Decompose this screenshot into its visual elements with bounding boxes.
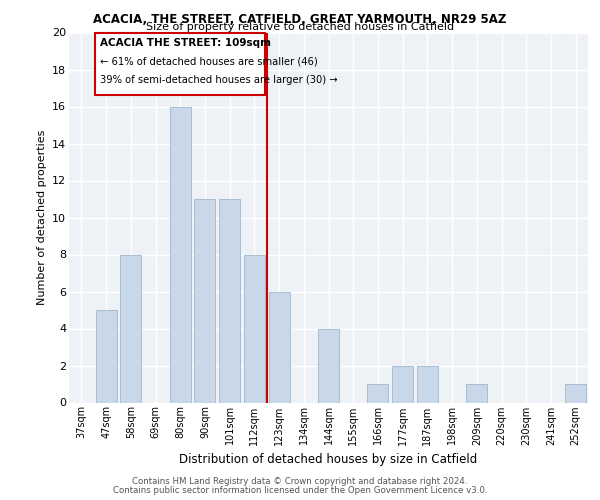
Text: ACACIA, THE STREET, CATFIELD, GREAT YARMOUTH, NR29 5AZ: ACACIA, THE STREET, CATFIELD, GREAT YARM… xyxy=(94,13,506,26)
Bar xyxy=(392,366,413,403)
Bar xyxy=(417,366,438,403)
Bar xyxy=(244,254,265,402)
Bar xyxy=(170,106,191,403)
Bar xyxy=(95,310,116,402)
Text: Contains public sector information licensed under the Open Government Licence v3: Contains public sector information licen… xyxy=(113,486,487,495)
Bar xyxy=(269,292,290,403)
Bar xyxy=(318,328,339,402)
Text: 39% of semi-detached houses are larger (30) →: 39% of semi-detached houses are larger (… xyxy=(100,75,338,85)
FancyBboxPatch shape xyxy=(95,32,265,96)
Bar xyxy=(565,384,586,402)
Text: Size of property relative to detached houses in Catfield: Size of property relative to detached ho… xyxy=(146,22,454,32)
X-axis label: Distribution of detached houses by size in Catfield: Distribution of detached houses by size … xyxy=(179,453,478,466)
Bar xyxy=(120,254,141,402)
Y-axis label: Number of detached properties: Number of detached properties xyxy=(37,130,47,305)
Bar xyxy=(367,384,388,402)
Bar xyxy=(194,199,215,402)
Bar xyxy=(466,384,487,402)
Text: Contains HM Land Registry data © Crown copyright and database right 2024.: Contains HM Land Registry data © Crown c… xyxy=(132,477,468,486)
Text: ACACIA THE STREET: 109sqm: ACACIA THE STREET: 109sqm xyxy=(100,38,271,48)
Text: ← 61% of detached houses are smaller (46): ← 61% of detached houses are smaller (46… xyxy=(100,56,317,66)
Bar xyxy=(219,199,240,402)
